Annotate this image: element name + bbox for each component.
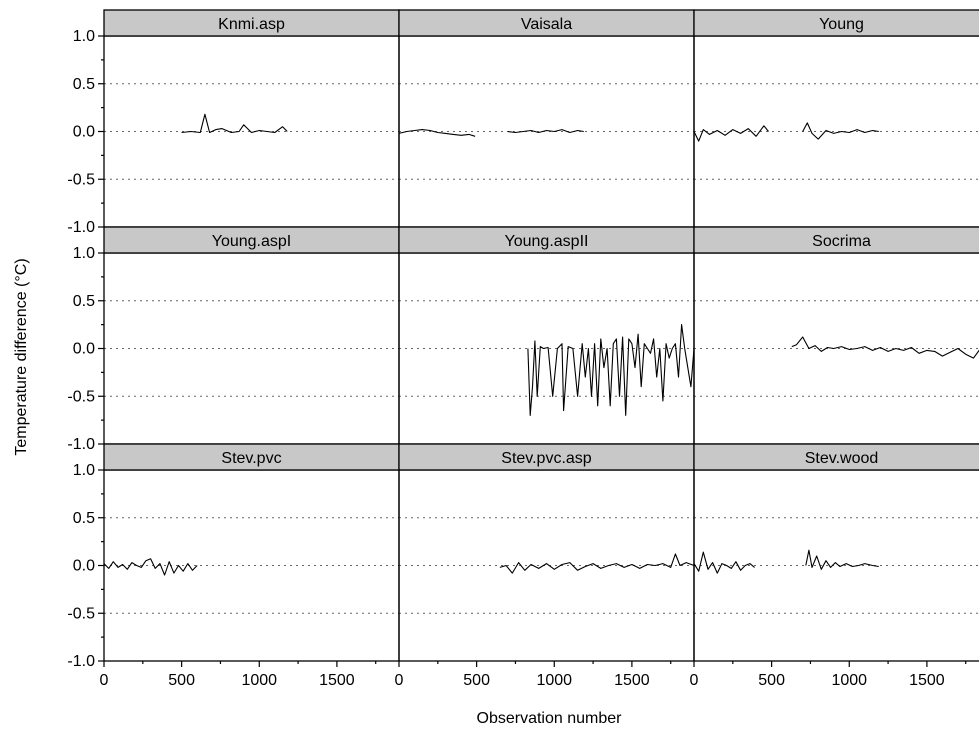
x-tick-label: 0 bbox=[690, 672, 699, 689]
strip-label: Socrima bbox=[812, 233, 871, 250]
strip-header bbox=[693, 9, 979, 37]
y-tick-label: -1.0 bbox=[67, 219, 95, 236]
strip-label: Vaisala bbox=[521, 16, 572, 33]
x-tick-label: 0 bbox=[100, 672, 109, 689]
strip-label: Knmi.asp bbox=[218, 16, 285, 33]
y-tick-label: 1.0 bbox=[73, 462, 95, 479]
series-line-1 bbox=[805, 549, 879, 570]
y-tick-label: -0.5 bbox=[67, 605, 95, 622]
panel-frame bbox=[398, 252, 695, 445]
y-tick-label: -1.0 bbox=[67, 653, 95, 670]
panel-1: Vaisala bbox=[398, 9, 695, 228]
y-tick-label: 1.0 bbox=[73, 245, 95, 262]
strip-header bbox=[398, 226, 695, 254]
y-tick-label: 1.0 bbox=[73, 28, 95, 45]
series-line-0 bbox=[693, 551, 755, 574]
strip-header bbox=[398, 443, 695, 471]
strip-label: Young.aspI bbox=[212, 233, 291, 250]
x-tick-label: 500 bbox=[758, 672, 785, 689]
series-line-1 bbox=[507, 129, 584, 134]
series-line-1 bbox=[802, 122, 879, 140]
y-tick-label: -0.5 bbox=[67, 171, 95, 188]
panel-frame bbox=[398, 35, 695, 228]
y-tick-label: 0.5 bbox=[73, 510, 95, 527]
panel-8: Stev.wood 0 500 1000 1500 bbox=[690, 443, 979, 689]
series-line-0 bbox=[103, 558, 198, 576]
series-line-0 bbox=[791, 336, 979, 359]
strip-label: Stev.pvc.asp bbox=[501, 450, 592, 467]
x-tick-label: 1000 bbox=[536, 672, 572, 689]
x-tick-label: 500 bbox=[168, 672, 195, 689]
strip-header bbox=[693, 226, 979, 254]
x-tick-label: 0 bbox=[395, 672, 404, 689]
panel-0: Knmi.asp -1.0 -0.5 0.0 0.5 1.0 bbox=[67, 9, 400, 236]
panel-7: Stev.pvc.asp 0 500 1000 1500 bbox=[395, 443, 695, 689]
strip-label: Stev.pvc bbox=[221, 450, 281, 467]
x-tick-label: 1000 bbox=[831, 672, 867, 689]
y-tick-label: 0.0 bbox=[73, 341, 95, 358]
series-line-0 bbox=[527, 324, 695, 416]
series-line-0 bbox=[693, 125, 769, 142]
x-tick-label: 1500 bbox=[614, 672, 650, 689]
panel-3: Young.aspI -1.0 -0.5 0.0 0.5 1.0 bbox=[67, 226, 400, 453]
y-tick-label: 0.5 bbox=[73, 76, 95, 93]
y-tick-label: 0.5 bbox=[73, 293, 95, 310]
strip-label: Young bbox=[819, 16, 864, 33]
y-tick-label: 0.0 bbox=[73, 558, 95, 575]
strip-label: Young.aspII bbox=[505, 233, 589, 250]
panel-frame bbox=[103, 469, 400, 662]
strip-header bbox=[398, 9, 695, 37]
x-tick-label: 1500 bbox=[909, 672, 945, 689]
panel-5: Socrima bbox=[693, 226, 979, 445]
strip-header bbox=[103, 443, 400, 471]
panel-4: Young.aspII bbox=[398, 226, 695, 445]
y-tick-label: 0.0 bbox=[73, 124, 95, 141]
x-tick-label: 1000 bbox=[241, 672, 277, 689]
panel-frame bbox=[398, 469, 695, 662]
x-tick-label: 1500 bbox=[319, 672, 355, 689]
x-axis-title: Observation number bbox=[477, 710, 623, 727]
panel-6: Stev.pvc -1.0 -0.5 0.0 0.5 1.0 0 500 1000 1500 bbox=[67, 443, 400, 689]
y-tick-label: -0.5 bbox=[67, 388, 95, 405]
panel-frame bbox=[103, 35, 400, 228]
panels-layer: Knmi.asp -1.0 -0.5 0.0 0.5 1.0 Vaisala Young You… bbox=[67, 9, 979, 689]
panel-frame bbox=[103, 252, 400, 445]
x-tick-label: 500 bbox=[463, 672, 490, 689]
y-tick-label: -1.0 bbox=[67, 436, 95, 453]
series-line-0 bbox=[499, 553, 695, 574]
panel-2: Young bbox=[693, 9, 979, 228]
series-line-0 bbox=[181, 113, 288, 134]
strip-header bbox=[693, 443, 979, 471]
strip-label: Stev.wood bbox=[805, 450, 879, 467]
series-line-0 bbox=[398, 129, 476, 137]
y-axis-title: Temperature difference (°C) bbox=[13, 258, 30, 455]
